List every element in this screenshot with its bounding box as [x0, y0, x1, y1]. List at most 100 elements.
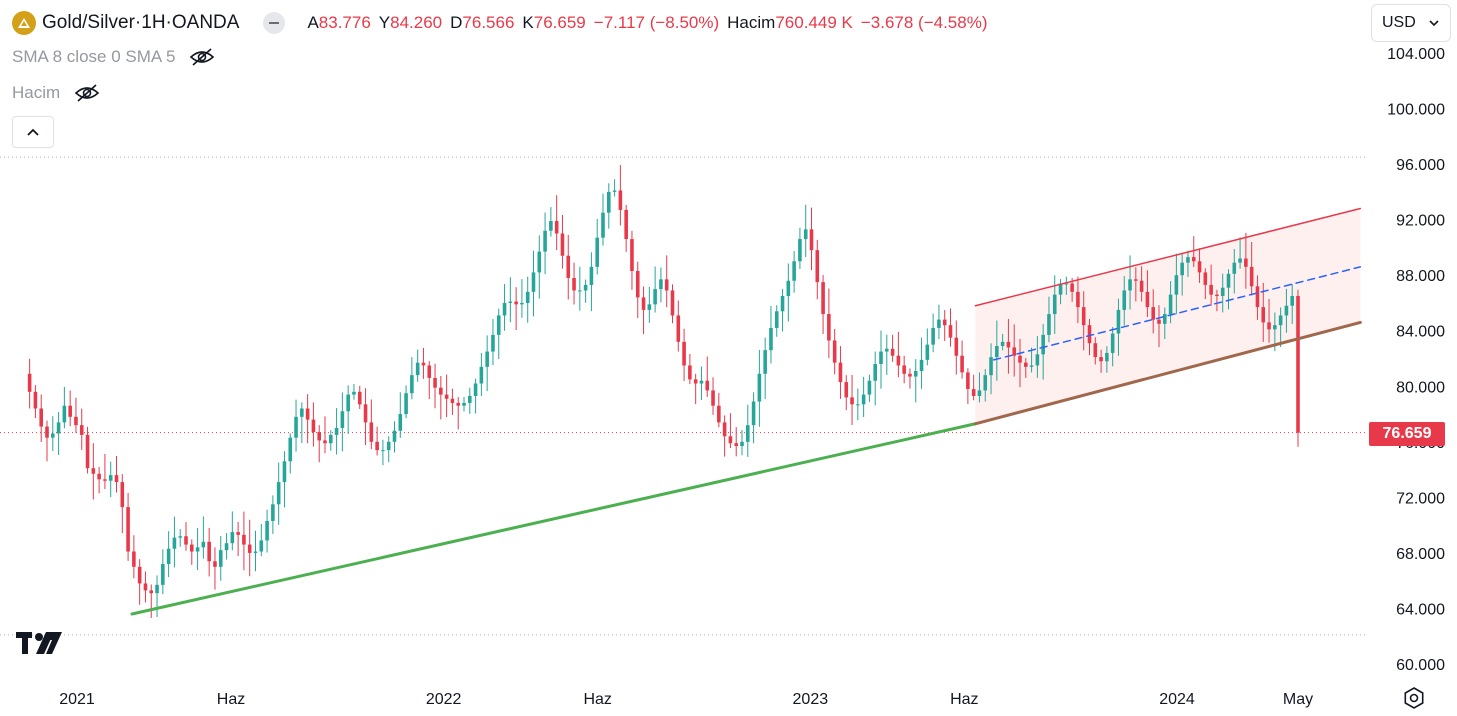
separator: ·	[134, 12, 142, 33]
candle-body	[305, 408, 310, 420]
candle-body	[1081, 307, 1086, 326]
candle-body	[1238, 258, 1242, 263]
candle-body	[334, 427, 339, 435]
channel-lower-line[interactable]	[973, 320, 1362, 426]
x-tick-label: 2021	[59, 691, 95, 708]
price-axis[interactable]: 104.000 100.000 96.000 92.000 88.000 84.000 80…	[1387, 46, 1445, 674]
candle-body	[242, 534, 246, 545]
candle-body	[375, 441, 379, 451]
candle-body	[717, 405, 721, 423]
candle-body	[1244, 258, 1248, 267]
candle-body	[757, 373, 762, 402]
eye-hidden-icon[interactable]	[189, 47, 215, 67]
candle-body	[525, 291, 530, 303]
collapse-indicators-button[interactable]	[12, 116, 54, 148]
candle-body	[954, 337, 959, 356]
candle-body	[39, 408, 44, 427]
candle-body	[618, 190, 623, 210]
tradingview-logo-icon[interactable]	[16, 630, 64, 656]
candle-body	[751, 401, 756, 426]
candle-body	[1157, 319, 1161, 324]
candle-body	[79, 425, 84, 435]
volume-legend[interactable]: Hacim	[12, 83, 100, 103]
candle-body	[33, 391, 38, 409]
candle-body	[850, 397, 854, 405]
candle-body	[276, 482, 281, 505]
y-tick-label: 88.000	[1396, 268, 1445, 285]
y-tick-label: 72.000	[1396, 490, 1445, 507]
candle-body	[433, 377, 437, 388]
candle-body	[369, 422, 374, 442]
candle-body	[827, 314, 831, 341]
candle-body	[236, 532, 240, 535]
time-axis[interactable]: 2021 Haz 2022 Haz 2023 Haz 2024 May	[59, 691, 1313, 708]
collapse-legend-button[interactable]	[263, 12, 286, 34]
candle-body	[688, 365, 692, 380]
candle-body	[74, 416, 78, 426]
candle-body	[931, 327, 935, 345]
candle-body	[856, 404, 860, 406]
candle-body	[734, 443, 739, 446]
eye-hidden-icon[interactable]	[74, 83, 100, 103]
open-value: A83.776	[307, 13, 371, 32]
currency-selector[interactable]: USD	[1371, 4, 1451, 42]
candle-body	[925, 344, 930, 360]
support-line[interactable]	[130, 422, 977, 616]
symbol-name[interactable]: Gold/Silver	[42, 12, 135, 33]
candle-body	[317, 432, 322, 441]
candle-body	[514, 301, 518, 305]
candle-body	[363, 404, 368, 423]
y-tick-label: 104.000	[1387, 46, 1445, 63]
candle-body	[184, 536, 188, 545]
candle-body	[1041, 334, 1045, 355]
candle-body	[908, 373, 912, 377]
candle-body	[1029, 365, 1034, 367]
candle-body	[421, 362, 426, 366]
candle-body	[328, 434, 333, 444]
candle-body	[103, 479, 107, 481]
candle-body	[398, 414, 403, 431]
candle-body	[612, 190, 617, 192]
candle-body	[485, 351, 489, 367]
candle-body	[641, 297, 646, 310]
candle-body	[1278, 315, 1283, 326]
candle-body	[294, 416, 298, 438]
candle-body	[1261, 307, 1266, 323]
channel-upper-line[interactable]	[974, 207, 1362, 307]
candle-body	[392, 430, 397, 442]
candle-body	[809, 229, 814, 251]
sma-label[interactable]: SMA 8 close 0 SMA 5	[12, 47, 176, 66]
settings-gear-icon[interactable]	[1402, 686, 1426, 710]
candle-body	[838, 362, 843, 383]
candle-body	[821, 282, 825, 315]
candle-body	[1023, 362, 1028, 367]
volume-value: Hacim760.449 K	[727, 13, 853, 32]
candle-body	[1220, 287, 1225, 297]
candle-body	[381, 450, 385, 452]
x-tick-label: Haz	[950, 691, 978, 708]
candle-body	[1267, 322, 1271, 330]
candle-body	[1116, 309, 1121, 334]
sma-legend[interactable]: SMA 8 close 0 SMA 5	[12, 47, 215, 67]
candle-body	[91, 468, 96, 474]
candle-body	[861, 394, 866, 405]
volume-indicator-label[interactable]: Hacim	[12, 83, 61, 102]
candle-body	[288, 437, 293, 462]
candle-body	[143, 583, 148, 591]
candle-body	[1070, 283, 1074, 292]
candle-body	[606, 191, 611, 213]
interval-label[interactable]: 1H	[141, 12, 166, 33]
candles	[27, 164, 1300, 618]
candle-body	[1076, 291, 1080, 308]
separator: ·	[165, 12, 172, 33]
candle-body	[114, 475, 119, 483]
candle-body	[410, 375, 414, 394]
channel-mid-line[interactable]	[992, 266, 1362, 361]
candle-body	[415, 362, 420, 376]
candle-body	[271, 504, 275, 521]
price-change: −7.117 (−8.50%)	[593, 13, 720, 32]
y-tick-label: 92.000	[1396, 213, 1445, 230]
candle-body	[676, 315, 681, 342]
candle-body	[166, 548, 171, 565]
